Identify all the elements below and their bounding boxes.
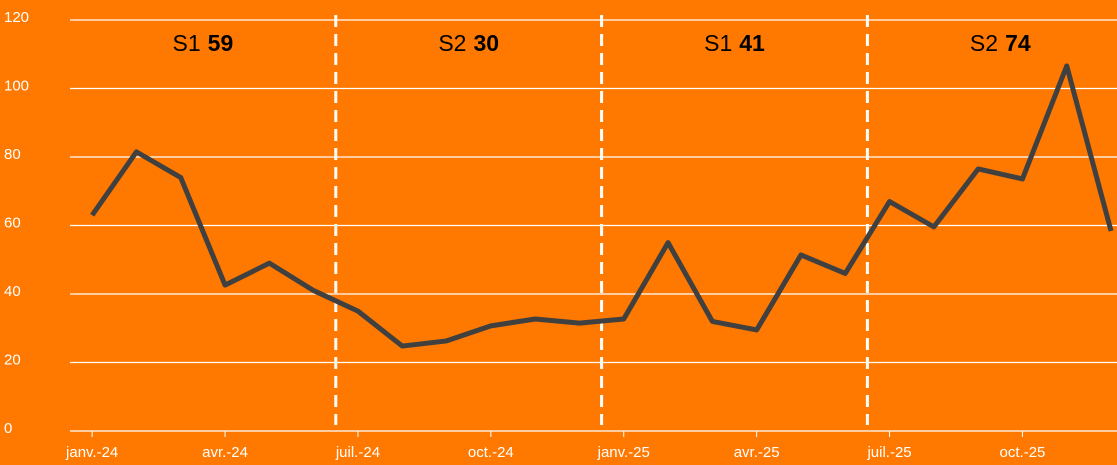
x-tick-label: juil.-25	[866, 444, 911, 461]
period-value: 59	[208, 30, 234, 56]
period-value: 30	[473, 30, 499, 56]
period-annotation: S1 59	[173, 30, 234, 56]
x-tick-label: avr.-25	[734, 444, 780, 461]
y-tick-label: 80	[4, 146, 21, 163]
period-label: S2	[970, 30, 998, 56]
x-tick-label: juil.-24	[335, 444, 380, 461]
x-tick-label: janv.-24	[65, 444, 118, 461]
period-annotation: S1 41	[704, 30, 765, 56]
period-label: S1	[173, 30, 201, 56]
x-tick-label: oct.-24	[468, 444, 514, 461]
period-annotation: S2 30	[438, 30, 499, 56]
period-value: 74	[1005, 30, 1031, 56]
data-line	[90, 63, 1114, 349]
x-tick-label: janv.-25	[597, 444, 650, 461]
y-tick-label: 60	[4, 214, 21, 231]
x-tick-label: oct.-25	[1000, 444, 1046, 461]
period-label: S1	[704, 30, 732, 56]
y-tick-label: 20	[4, 351, 21, 368]
period-label: S2	[438, 30, 466, 56]
period-value: 41	[739, 30, 765, 56]
y-tick-label: 100	[4, 77, 29, 94]
y-tick-label: 40	[4, 283, 21, 300]
y-tick-label: 0	[4, 420, 12, 437]
period-annotation: S2 74	[970, 30, 1031, 56]
y-tick-label: 120	[4, 9, 29, 26]
x-tick-label: avr.-24	[202, 444, 248, 461]
